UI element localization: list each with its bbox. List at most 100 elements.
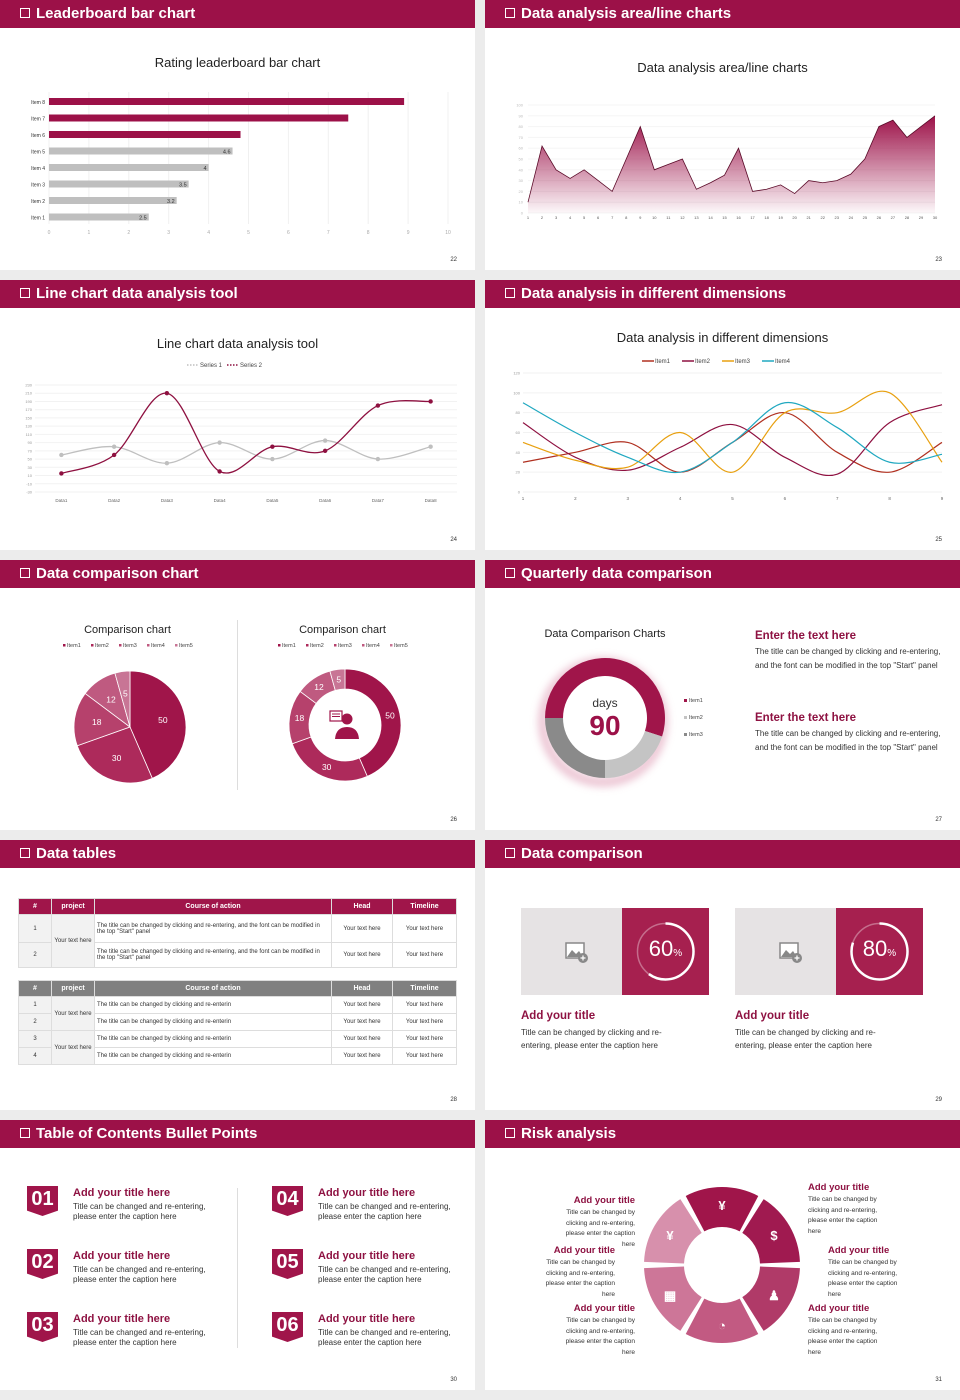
currency-hand-icon: ¥ — [666, 1228, 674, 1243]
x-tick-label: 18 — [764, 215, 769, 220]
checkbox-square-icon — [505, 568, 515, 578]
table-row: 2 The title can be changed by clicking an… — [18, 1013, 457, 1031]
cell: 2 — [18, 1013, 52, 1031]
x-tick-label: 23 — [835, 215, 840, 220]
item-text: Title can be changed and re-entering, pl… — [318, 1265, 451, 1284]
risk-text: Title can be changed by clicking and re-… — [808, 1317, 878, 1356]
data-table-1: # project Course of action Head Timeline 1 Yo… — [18, 898, 457, 968]
y-tick-label: 60 — [516, 430, 521, 435]
percent-panel: 60% — [622, 908, 709, 995]
bar — [49, 197, 177, 204]
checkbox-square-icon — [505, 288, 515, 298]
cell: 3 — [18, 1030, 52, 1048]
data-label: 3.5 — [179, 183, 187, 189]
y-tick-label: 100 — [513, 390, 520, 395]
slide-header: Table of Contents Bullet Points — [0, 1120, 475, 1148]
legend-label: Item1 — [689, 698, 703, 704]
x-tick-label: 3 — [555, 215, 558, 220]
x-tick-label: Data3 — [161, 498, 174, 503]
data-point — [375, 403, 381, 408]
chart-title: Rating leaderboard bar chart — [154, 55, 321, 70]
y-tick-label: 120 — [513, 371, 520, 376]
cell: Your text here — [392, 914, 457, 943]
x-tick-label: 28 — [905, 215, 910, 220]
page-number: 31 — [935, 1377, 942, 1383]
table-row: 1 Your text here The title can be changed … — [18, 996, 457, 1031]
cell: 4 — [18, 1047, 52, 1065]
cell: Your text here — [392, 996, 457, 1014]
bar — [49, 164, 209, 171]
risk-text: Title can be changed by clicking and re-… — [565, 1317, 635, 1356]
cycle-segment — [742, 1199, 800, 1264]
legend-label: Item5 — [179, 643, 193, 649]
slide-title: Quarterly data comparison — [521, 565, 712, 582]
cycle-segment — [644, 1199, 702, 1264]
category-label: Item 3 — [31, 183, 45, 189]
data-label: 5 — [336, 674, 341, 684]
col-header: Head — [331, 980, 393, 997]
series-line — [522, 402, 943, 474]
money-bag-icon: ¥ — [718, 1198, 726, 1213]
area-fill — [528, 115, 935, 213]
item-text: Title can be changed and re-entering, pl… — [73, 1265, 206, 1284]
slide-risk-analysis: Risk analysis ¥ $ ♟ ◔ ▦ ¥ Add your title Title… — [485, 1120, 960, 1390]
card-title: Add your title — [735, 1010, 810, 1022]
x-tick-label: 9 — [639, 215, 642, 220]
slide-title: Data analysis area/line charts — [521, 5, 732, 22]
legend-swatch — [390, 644, 393, 647]
data-point — [322, 448, 328, 454]
item-title: Add your title here — [73, 1187, 171, 1199]
x-tick-label: 20 — [792, 215, 797, 220]
slice — [291, 736, 368, 782]
x-tick-label: 4 — [679, 496, 682, 501]
legend-swatch — [147, 644, 150, 647]
image-placeholder[interactable] — [735, 908, 836, 995]
legend-label: Item3 — [338, 643, 352, 649]
number-badge: 04 — [272, 1186, 303, 1216]
progress-ring — [850, 922, 909, 981]
item-text: Title can be changed and re-entering, pl… — [73, 1328, 206, 1347]
data-table-2: # project Course of action Head Timeline 1 Yo… — [18, 980, 457, 1065]
x-tick-label: 8 — [888, 496, 891, 501]
area-line — [527, 115, 936, 203]
multi-line-chart: 0 20 40 60 80 100 120 1 2 3 4 5 6 7 8 9 Item1 Item2 Item3 I… — [513, 359, 944, 501]
data-point — [270, 444, 275, 449]
risk-cycle-diagram: ¥ $ ♟ ◔ ▦ ¥ — [644, 1187, 800, 1343]
number-badge: 02 — [27, 1249, 58, 1279]
slide-header: Leaderboard bar chart — [0, 0, 475, 28]
legend-swatch — [278, 644, 281, 647]
slide-title: Data tables — [36, 845, 117, 862]
slice — [76, 726, 153, 784]
legend-label: Item3 — [689, 732, 703, 738]
col-header: project — [51, 980, 95, 997]
cell: Your text here — [331, 1047, 393, 1065]
data-point — [217, 469, 222, 474]
table-row: 2 The title can be changed by clicking an… — [18, 942, 457, 968]
data-label: 12 — [314, 682, 324, 692]
table-row: 4 The title can be changed by clicking an… — [18, 1047, 457, 1065]
cell: The title can be changed by clicking and… — [94, 996, 332, 1014]
x-tick-label: 9 — [941, 496, 944, 501]
cell: Your text here — [51, 996, 95, 1031]
users-icon: ♟ — [768, 1288, 780, 1303]
series-line — [522, 390, 943, 473]
y-tick-label: 100 — [516, 103, 523, 108]
cell: Your text here — [392, 1013, 457, 1031]
x-tick-label: Data6 — [319, 498, 332, 503]
legend-swatch — [175, 644, 178, 647]
item-title: Add your title here — [73, 1250, 171, 1262]
slide-header: Data comparison — [485, 840, 960, 868]
slide-header: Quarterly data comparison — [485, 560, 960, 588]
col-header: Course of action — [94, 898, 332, 915]
y-tick-label: 40 — [519, 167, 524, 172]
checkbox-square-icon — [20, 8, 30, 18]
slide-header: Risk analysis — [485, 1120, 960, 1148]
slice — [73, 692, 131, 747]
x-tick-label: 19 — [778, 215, 783, 220]
y-tick-label: 80 — [516, 410, 521, 415]
image-placeholder[interactable] — [521, 908, 622, 995]
legend-swatch — [334, 644, 337, 647]
x-tick-label: 15 — [722, 215, 727, 220]
slide-header: Data analysis area/line charts — [485, 0, 960, 28]
x-tick-label: 4 — [569, 215, 572, 220]
